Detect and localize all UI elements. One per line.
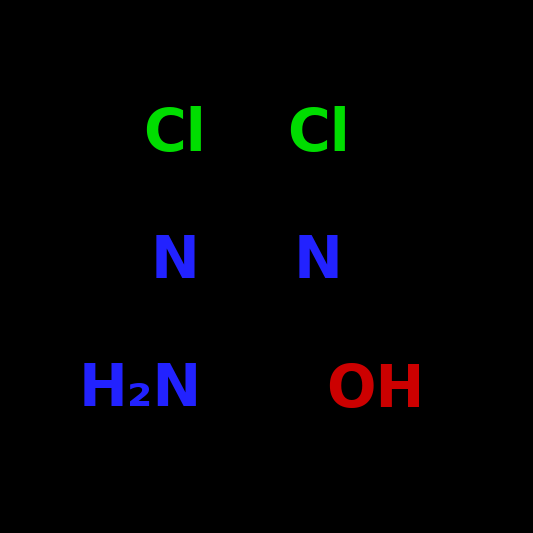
Text: Cl: Cl	[143, 107, 206, 164]
Text: H₂N: H₂N	[78, 361, 201, 418]
Text: N: N	[294, 233, 342, 290]
Text: N: N	[150, 233, 199, 290]
Text: Cl: Cl	[287, 107, 349, 164]
Text: OH: OH	[326, 361, 424, 418]
